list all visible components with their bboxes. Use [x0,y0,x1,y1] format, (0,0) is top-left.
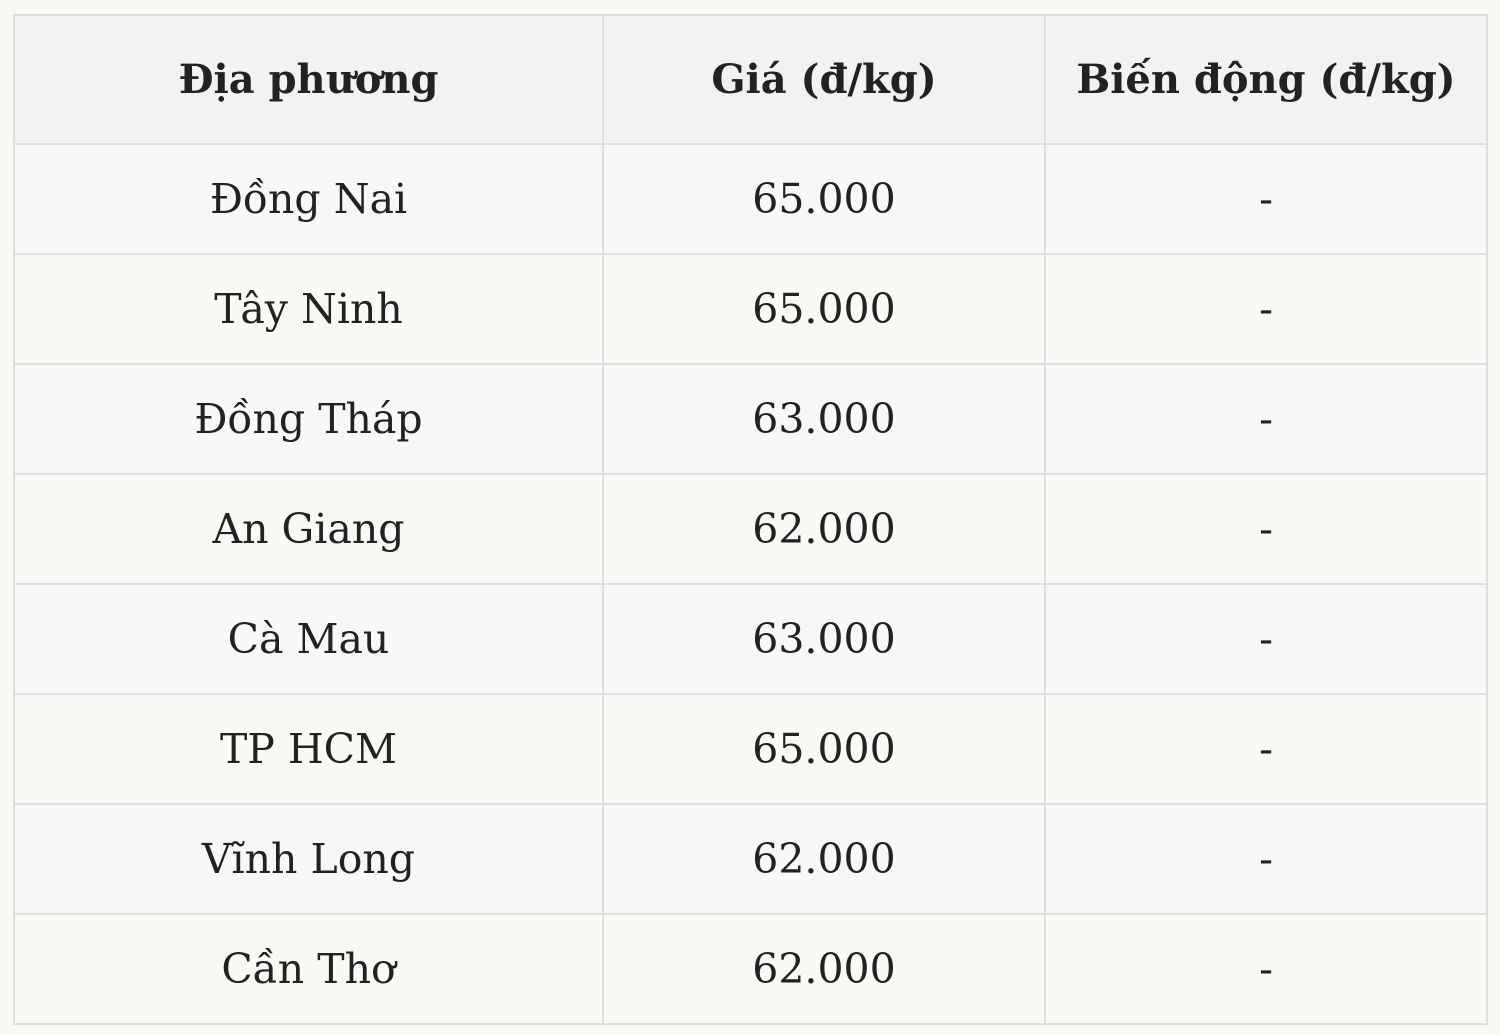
location-cell: Vĩnh Long [13,803,604,915]
location-cell: Cần Thơ [13,913,604,1025]
table-row: Đồng Tháp 63.000- [13,363,1488,475]
change-cell: - [1044,473,1488,585]
price-cell: 65.000 [602,693,1046,805]
price-cell: 62.000 [602,913,1046,1025]
change-cell: - [1044,253,1488,365]
table-row: Tây Ninh 65.000- [13,253,1488,365]
change-cell: - [1044,693,1488,805]
price-cell: 62.000 [602,473,1046,585]
change-cell: - [1044,583,1488,695]
price-table: Địa phương Giá (đ/kg) Biến động (đ/kg) Đ… [13,14,1488,1025]
table-row: Vĩnh Long 62.000- [13,803,1488,915]
price-cell: 63.000 [602,583,1046,695]
location-cell: Cà Mau [13,583,604,695]
table-row: TP HCM 65.000- [13,693,1488,805]
change-cell: - [1044,803,1488,915]
change-cell: - [1044,913,1488,1025]
table-row: Cà Mau 63.000- [13,583,1488,695]
location-cell: TP HCM [13,693,604,805]
location-cell: Đồng Tháp [13,363,604,475]
change-cell: - [1044,143,1488,255]
header-location: Địa phương [13,14,604,145]
price-cell: 65.000 [602,143,1046,255]
header-row: Địa phương Giá (đ/kg) Biến động (đ/kg) [13,14,1488,145]
price-cell: 63.000 [602,363,1046,475]
header-change: Biến động (đ/kg) [1044,14,1488,145]
location-cell: Đồng Nai [13,143,604,255]
table-row: An Giang 62.000- [13,473,1488,585]
location-cell: Tây Ninh [13,253,604,365]
table-row: Đồng Nai 65.000- [13,143,1488,255]
price-cell: 65.000 [602,253,1046,365]
location-cell: An Giang [13,473,604,585]
change-cell: - [1044,363,1488,475]
table-row: Cần Thơ 62.000- [13,913,1488,1025]
header-price: Giá (đ/kg) [602,14,1046,145]
price-cell: 62.000 [602,803,1046,915]
